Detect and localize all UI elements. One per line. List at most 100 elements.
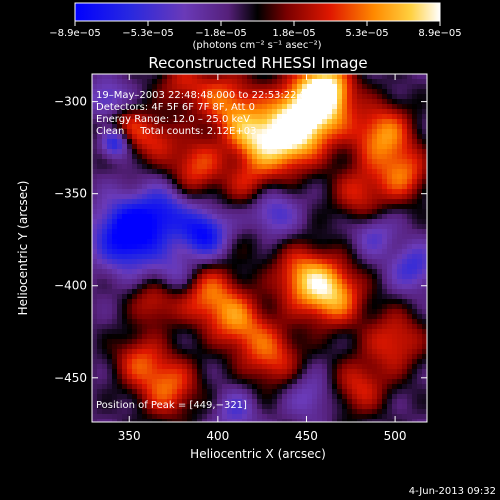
heatmap-cell [367,324,373,330]
heatmap-cell [117,329,123,335]
heatmap-cell [112,274,118,280]
heatmap-cell [97,284,103,290]
heatmap-cell [332,339,338,345]
heatmap-cell [262,314,268,320]
heatmap-cell [402,324,408,330]
heatmap-cell [202,294,208,300]
heatmap-cell [127,344,133,350]
heatmap-cell [132,139,138,145]
heatmap-cell [142,219,148,225]
heatmap-cell [177,134,183,140]
heatmap-cell [167,289,173,295]
heatmap-cell [402,229,408,235]
heatmap-cell [292,339,298,345]
heatmap-cell [312,274,318,280]
heatmap-cell [202,154,208,160]
heatmap-cell [402,199,408,205]
heatmap-cell [262,114,268,120]
heatmap-cell [367,239,373,245]
heatmap-cell [402,89,408,95]
heatmap-cell [377,374,383,380]
heatmap-cell [242,204,248,210]
heatmap-cell [252,264,258,270]
heatmap-cell [92,304,98,310]
heatmap-cell [357,209,363,215]
heatmap-cell [157,234,163,240]
heatmap-cell [402,394,408,400]
heatmap-cell [382,199,388,205]
heatmap-cell [272,239,278,245]
heatmap-cell [187,344,193,350]
heatmap-cell [377,404,383,410]
heatmap-cell [362,149,368,155]
heatmap-cell [167,319,173,325]
heatmap-cell [162,169,168,175]
heatmap-cell [357,219,363,225]
heatmap-cell [412,109,418,115]
heatmap-cell [117,74,123,80]
heatmap-cell [127,144,133,150]
heatmap-cell [232,209,238,215]
heatmap-cell [147,89,153,95]
heatmap-cell [112,79,118,85]
heatmap-cell [272,164,278,170]
heatmap-cell [117,294,123,300]
heatmap-cell [407,279,413,285]
heatmap-cell [327,384,333,390]
heatmap-cell [277,179,283,185]
heatmap-cell [292,124,298,130]
heatmap-cell [327,114,333,120]
heatmap-cell [327,354,333,360]
heatmap-cell [172,244,178,250]
heatmap-cell [267,89,273,95]
heatmap-cell [422,199,427,205]
heatmap-cell [237,279,243,285]
heatmap-cell [152,114,158,120]
heatmap-cell [227,384,233,390]
heatmap-cell [362,409,368,415]
heatmap-cell [412,284,418,290]
heatmap-cell [162,174,168,180]
heatmap-cell [422,369,427,375]
heatmap-cell [292,309,298,315]
heatmap-cell [407,124,413,130]
heatmap-cell [232,354,238,360]
heatmap-cell [217,249,223,255]
heatmap-cell [347,224,353,230]
heatmap-cell [272,324,278,330]
heatmap-cell [412,224,418,230]
heatmap-cell [412,369,418,375]
heatmap-cell [317,119,323,125]
heatmap-cell [152,104,158,110]
heatmap-cell [187,129,193,135]
heatmap-cell [132,319,138,325]
heatmap-cell [297,244,303,250]
heatmap-cell [177,359,183,365]
heatmap-cell [267,109,273,115]
heatmap-cell [372,179,378,185]
heatmap-cell [152,334,158,340]
heatmap-cell [282,119,288,125]
heatmap-cell [362,289,368,295]
heatmap-cell [412,104,418,110]
heatmap-cell [107,84,113,90]
heatmap-cell [117,324,123,330]
heatmap-cell [147,299,153,305]
heatmap-cell [227,174,233,180]
heatmap-cell [297,194,303,200]
heatmap-cell [122,349,128,355]
heatmap-cell [307,314,313,320]
heatmap-cell [317,334,323,340]
heatmap-cell [122,414,128,420]
heatmap-cell [162,204,168,210]
heatmap-cell [307,344,313,350]
heatmap-cell [192,109,198,115]
heatmap-cell [242,409,248,415]
heatmap-cell [357,289,363,295]
heatmap-cell [267,164,273,170]
heatmap-cell [382,119,388,125]
heatmap-cell [322,414,328,420]
heatmap-cell [127,89,133,95]
heatmap-cell [317,179,323,185]
heatmap-cell [297,159,303,165]
